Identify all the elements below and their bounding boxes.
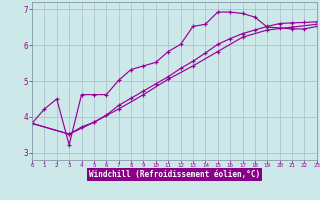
X-axis label: Windchill (Refroidissement éolien,°C): Windchill (Refroidissement éolien,°C) <box>89 170 260 179</box>
